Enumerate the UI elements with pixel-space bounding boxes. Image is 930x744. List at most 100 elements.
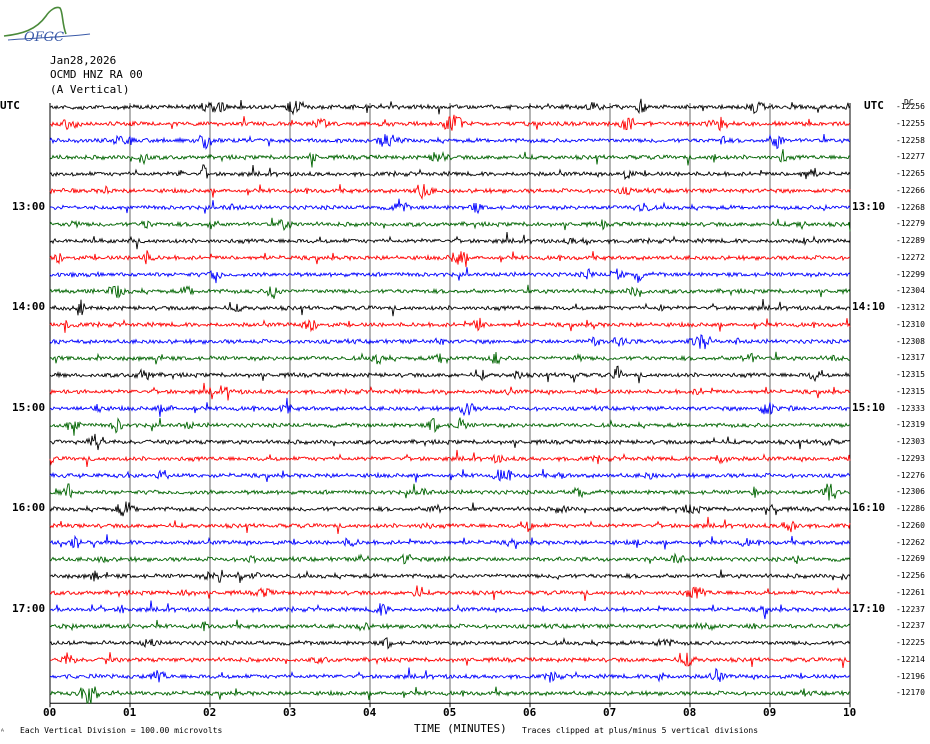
- date-label: Jan28,2026: [50, 54, 117, 67]
- trace-offset-label: -12258: [896, 135, 925, 145]
- x-tick-label: 02: [203, 706, 217, 720]
- x-tick-label: 07: [603, 706, 617, 720]
- trace-line: [49, 164, 851, 181]
- x-tick-label: 03: [283, 706, 297, 720]
- trace-offset-label: -12268: [896, 202, 925, 212]
- trace-offset-label: -12265: [896, 169, 925, 178]
- x-tick-label: 09: [763, 706, 777, 720]
- trace-line: [49, 198, 851, 215]
- logo-text: OFGC: [24, 30, 64, 45]
- trace-offset-label: -12333: [896, 403, 925, 413]
- trace-line: [49, 534, 851, 550]
- trace-offset-label: -12286: [896, 504, 925, 513]
- trace-line: [49, 133, 851, 150]
- right-hour-label: 13:10: [852, 199, 886, 213]
- trace-line: [49, 284, 851, 299]
- trace-offset-label: -12256: [896, 571, 925, 580]
- trace-line: [49, 217, 851, 232]
- trace-line: [49, 267, 851, 284]
- x-tick-label: 04: [363, 706, 377, 720]
- trace-line: [49, 149, 850, 168]
- trace-line: [49, 382, 851, 401]
- corner-mark: ᴬ: [0, 727, 5, 736]
- right-hour-label: 16:10: [852, 501, 886, 514]
- right-hour-label: 15:10: [852, 400, 886, 414]
- trace-offset-label: -12317: [896, 353, 925, 363]
- trace-offset-label: -12262: [896, 537, 925, 547]
- trace-offset-label: -12214: [896, 654, 925, 664]
- trace-line: [49, 501, 851, 517]
- trace-lines: [49, 98, 851, 704]
- trace-offset-label: -12319: [896, 420, 925, 430]
- trace-offset-label: -12261: [896, 587, 925, 597]
- ofgc-logo: OFGC: [3, 6, 91, 45]
- x-tick-label: 10: [843, 706, 857, 720]
- trace-offset-label: -12237: [896, 621, 925, 631]
- trace-offset-label: -12315: [896, 370, 925, 379]
- x-tick-label: 06: [523, 706, 537, 720]
- trace-line: [49, 686, 851, 704]
- trace-line: [49, 299, 851, 317]
- trace-line: [49, 250, 851, 268]
- trace-line: [49, 637, 851, 650]
- trace-offset-label: -12260: [896, 520, 925, 530]
- trace-offset-label: -12276: [896, 470, 925, 480]
- trace-line: [49, 365, 851, 384]
- trace-line: [50, 667, 851, 683]
- trace-offset-label: -12255: [896, 118, 925, 128]
- scale-note: Each Vertical Division = 100.00 microvol…: [20, 726, 223, 735]
- left-hour-label: 16:00: [12, 501, 46, 514]
- trace-line: [49, 351, 851, 366]
- trace-offset-label: -12272: [896, 252, 925, 262]
- trace-line: [49, 569, 851, 584]
- left-utc-label: UTC: [0, 99, 20, 112]
- trace-line: [49, 552, 851, 565]
- left-hour-label: 15:00: [12, 400, 46, 414]
- trace-line: [49, 652, 851, 668]
- trace-line: [49, 600, 851, 620]
- trace-line: [49, 232, 851, 250]
- trace-line: [49, 334, 851, 350]
- trace-offset-label: -12306: [896, 487, 925, 497]
- trace-line: [49, 468, 851, 483]
- trace-offset-label: -12266: [896, 185, 925, 195]
- trace-line: [49, 397, 851, 417]
- left-hour-label: 13:00: [12, 199, 46, 213]
- trace-offset-label: -12312: [896, 303, 925, 312]
- trace-offset-label: -12310: [896, 319, 925, 329]
- trace-offset-label: -12304: [896, 286, 925, 296]
- x-tick-label: 00: [43, 706, 57, 720]
- dc-label: DC: [904, 98, 914, 107]
- x-tick-label: 08: [683, 706, 697, 720]
- trace-offset-label: -12299: [896, 269, 925, 279]
- trace-offset-label: -12237: [896, 604, 925, 614]
- trace-offset-label: -12279: [896, 219, 925, 229]
- trace-offset-label: -12303: [896, 437, 925, 446]
- x-axis-title: TIME (MINUTES): [414, 722, 507, 735]
- station-label: OCMD HNZ RA 00: [50, 68, 143, 81]
- plot-grid: [49, 103, 851, 708]
- trace-offset-label: -12308: [896, 336, 925, 346]
- x-tick-label: 05: [443, 706, 457, 720]
- trace-line: [49, 449, 851, 467]
- right-hour-label: 14:10: [852, 300, 886, 313]
- trace-offset-label: -12269: [896, 554, 925, 564]
- trace-line: [49, 317, 851, 333]
- trace-line: [49, 98, 851, 116]
- clip-note: Traces clipped at plus/minus 5 vertical …: [522, 726, 759, 735]
- trace-line: [49, 619, 851, 632]
- trace-offset-label: -12196: [896, 671, 925, 681]
- trace-offset-label: -12256: [896, 102, 925, 111]
- trace-line: [49, 585, 851, 601]
- left-hour-label: 17:00: [12, 601, 46, 615]
- right-utc-label: UTC: [864, 99, 884, 112]
- trace-offset-label: -12315: [896, 386, 925, 396]
- trace-line: [49, 516, 851, 534]
- trace-offset-label: -12225: [896, 638, 925, 647]
- trace-line: [49, 483, 851, 501]
- trace-offset-label: -12170: [896, 688, 925, 698]
- trace-line: [49, 183, 851, 200]
- left-hour-label: 14:00: [12, 300, 46, 313]
- trace-offset-label: -12289: [896, 236, 925, 245]
